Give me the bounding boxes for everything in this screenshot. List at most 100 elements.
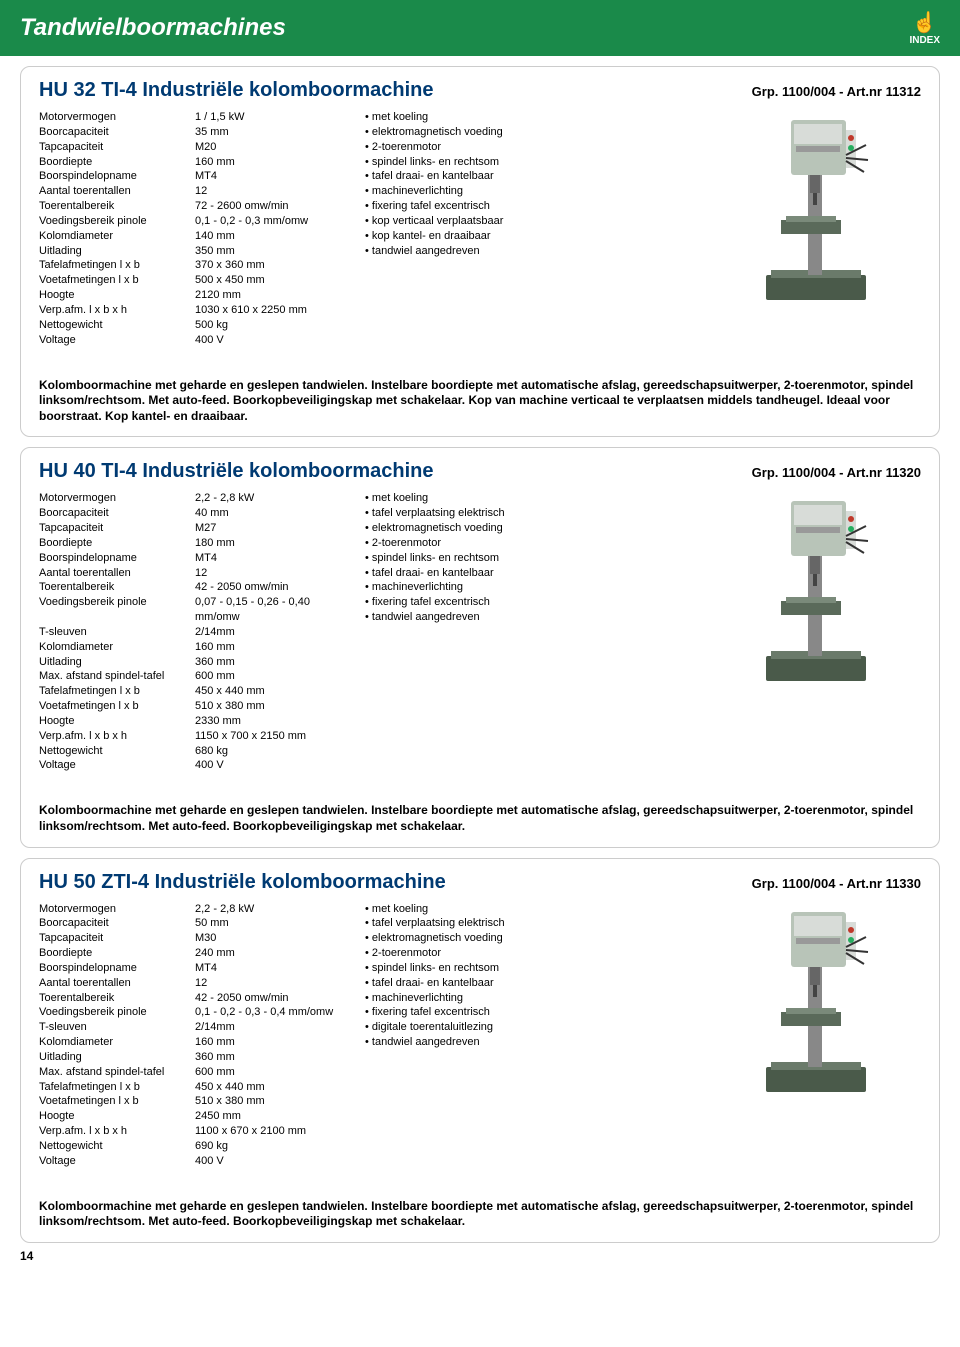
spec-value: 0,1 - 0,2 - 0,3 mm/omw — [195, 214, 345, 229]
spec-value: 1150 x 700 x 2150 mm — [195, 729, 345, 744]
feature-item: elektromagnetisch voeding — [365, 931, 691, 946]
feature-item: machineverlichting — [365, 991, 691, 1006]
feature-list: met koelingelektromagnetisch voeding2-to… — [365, 110, 691, 348]
spec-label: Tapcapaciteit — [39, 521, 189, 536]
feature-item: spindel links- en rechtsom — [365, 961, 691, 976]
spec-label: Uitlading — [39, 1050, 189, 1065]
spec-label: Boordiepte — [39, 155, 189, 170]
spec-value: 35 mm — [195, 125, 345, 140]
spec-label: Boordiepte — [39, 536, 189, 551]
spec-value: 2/14mm — [195, 1020, 345, 1035]
spec-value: M30 — [195, 931, 345, 946]
spec-label: T-sleuven — [39, 1020, 189, 1035]
index-label: INDEX — [909, 35, 940, 46]
spec-label: Aantal toerentallen — [39, 976, 189, 991]
product-image-col — [711, 491, 921, 773]
spec-label: Motorvermogen — [39, 902, 189, 917]
spec-value: 500 x 450 mm — [195, 273, 345, 288]
spec-label: Uitlading — [39, 655, 189, 670]
spec-value: 0,1 - 0,2 - 0,3 - 0,4 mm/omw — [195, 1005, 345, 1020]
spec-value: 510 x 380 mm — [195, 1094, 345, 1109]
feature-item: met koeling — [365, 491, 691, 506]
hand-pointer-icon: ☝ — [909, 10, 940, 35]
spec-value: 370 x 360 mm — [195, 258, 345, 273]
spec-label: Verp.afm. l x b x h — [39, 1124, 189, 1139]
spec-label: Hoogte — [39, 1109, 189, 1124]
spec-label: Boorcapaciteit — [39, 506, 189, 521]
spec-value: MT4 — [195, 961, 345, 976]
feature-item: fixering tafel excentrisch — [365, 199, 691, 214]
spec-value: 2,2 - 2,8 kW — [195, 902, 345, 917]
spec-value: 450 x 440 mm — [195, 684, 345, 699]
feature-item: tandwiel aangedreven — [365, 1035, 691, 1050]
page-title: Tandwielboormachines — [20, 14, 286, 42]
spec-label: Tafelafmetingen l x b — [39, 684, 189, 699]
product-ref: Grp. 1100/004 - Art.nr 11320 — [752, 465, 921, 480]
spec-label: Aantal toerentallen — [39, 566, 189, 581]
spec-value: 12 — [195, 976, 345, 991]
spec-value: 360 mm — [195, 655, 345, 670]
spec-label: Toerentalbereik — [39, 991, 189, 1006]
feature-item: 2-toerenmotor — [365, 140, 691, 155]
spec-label: Verp.afm. l x b x h — [39, 303, 189, 318]
spec-label: Voetafmetingen l x b — [39, 699, 189, 714]
spec-label: Nettogewicht — [39, 318, 189, 333]
spec-value: 600 mm — [195, 1065, 345, 1080]
page-number: 14 — [0, 1243, 960, 1269]
feature-item: digitale toerentaluitlezing — [365, 1020, 691, 1035]
spec-label: Kolomdiameter — [39, 640, 189, 655]
spec-value: 690 kg — [195, 1139, 345, 1154]
feature-item: tafel draai- en kantelbaar — [365, 566, 691, 581]
page-content: HU 32 TI-4 Industriële kolomboormachine … — [0, 66, 960, 1243]
feature-item: tandwiel aangedreven — [365, 244, 691, 259]
product-ref: Grp. 1100/004 - Art.nr 11330 — [752, 876, 921, 891]
spec-label: Voltage — [39, 333, 189, 348]
spec-table: Motorvermogen 2,2 - 2,8 kW Boorcapaciteit 5… — [39, 902, 345, 1169]
spec-value: 12 — [195, 184, 345, 199]
feature-item: met koeling — [365, 110, 691, 125]
spec-value: 2330 mm — [195, 714, 345, 729]
spec-value: 160 mm — [195, 155, 345, 170]
spec-label: Voetafmetingen l x b — [39, 1094, 189, 1109]
spec-value: 360 mm — [195, 1050, 345, 1065]
spec-value: 2,2 - 2,8 kW — [195, 491, 345, 506]
spec-label: Nettogewicht — [39, 1139, 189, 1154]
spec-label: Kolomdiameter — [39, 229, 189, 244]
spec-label: Tapcapaciteit — [39, 931, 189, 946]
spec-label: Voedingsbereik pinole — [39, 214, 189, 229]
spec-label: Boorspindelopname — [39, 961, 189, 976]
index-link[interactable]: ☝ INDEX — [909, 10, 940, 46]
spec-value: 500 kg — [195, 318, 345, 333]
spec-value: 240 mm — [195, 946, 345, 961]
spec-label: Motorvermogen — [39, 110, 189, 125]
feature-list: met koelingtafel verplaatsing elektrisch… — [365, 902, 691, 1169]
product-description: Kolomboormachine met geharde en geslepen… — [39, 378, 921, 425]
spec-label: Boordiepte — [39, 946, 189, 961]
spec-value: 2450 mm — [195, 1109, 345, 1124]
feature-item: kop verticaal verplaatsbaar — [365, 214, 691, 229]
feature-item: tafel verplaatsing elektrisch — [365, 506, 691, 521]
machine-image — [736, 902, 896, 1102]
spec-value: MT4 — [195, 551, 345, 566]
spec-label: Hoogte — [39, 288, 189, 303]
spec-label: Voedingsbereik pinole — [39, 595, 189, 625]
spec-label: Tafelafmetingen l x b — [39, 1080, 189, 1095]
spec-table: Motorvermogen1 / 1,5 kWBoorcapaciteit35 … — [39, 110, 345, 348]
spec-label: Boorcapaciteit — [39, 916, 189, 931]
product-card: HU 32 TI-4 Industriële kolomboormachine … — [20, 66, 940, 437]
product-title: HU 50 ZTI-4 Industriële kolomboormachine — [39, 871, 446, 894]
spec-label: Uitlading — [39, 244, 189, 259]
spec-value: 72 - 2600 omw/min — [195, 199, 345, 214]
product-card: HU 40 TI-4 Industriële kolomboormachine … — [20, 447, 940, 847]
spec-value: 140 mm — [195, 229, 345, 244]
spec-value: 0,07 - 0,15 - 0,26 - 0,40 mm/omw — [195, 595, 345, 625]
spec-value: 2/14mm — [195, 625, 345, 640]
feature-item: tafel draai- en kantelbaar — [365, 169, 691, 184]
spec-value: M20 — [195, 140, 345, 155]
page-header: Tandwielboormachines ☝ INDEX — [0, 0, 960, 56]
machine-image — [736, 110, 896, 310]
spec-value: 400 V — [195, 1154, 345, 1169]
spec-value: 510 x 380 mm — [195, 699, 345, 714]
spec-label: Tafelafmetingen l x b — [39, 258, 189, 273]
feature-item: tafel verplaatsing elektrisch — [365, 916, 691, 931]
